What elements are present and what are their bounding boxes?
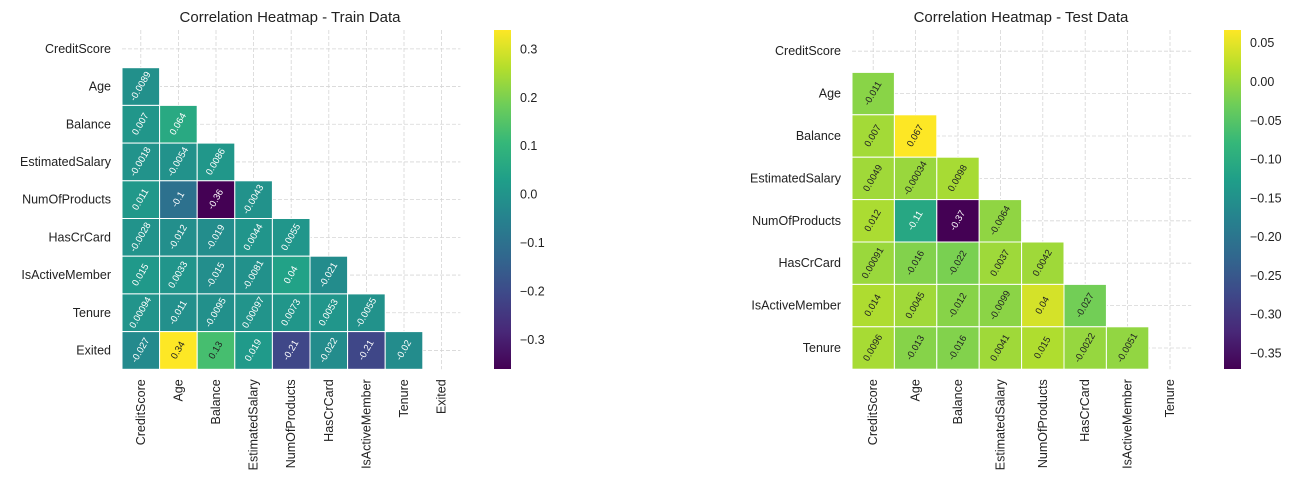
x-tick-label: Exited	[435, 379, 449, 414]
heatmap-cell	[936, 199, 980, 243]
y-tick-label: HasCrCard	[48, 230, 111, 244]
x-tick-label: Balance	[951, 379, 965, 424]
heatmap-cell	[851, 326, 895, 370]
y-tick-label: Balance	[66, 117, 111, 131]
heatmap-cell	[1021, 241, 1065, 285]
colorbar-tick-label: −0.25	[1250, 269, 1282, 283]
colorbar-tick-label: −0.15	[1250, 191, 1282, 205]
x-tick-label: HasCrCard	[322, 379, 336, 442]
heatmap-cell	[159, 104, 198, 144]
y-tick-label: Age	[89, 80, 111, 94]
heatmap-cell	[978, 199, 1023, 243]
y-tick-label: CreditScore	[45, 42, 111, 56]
x-tick-label: Tenure	[1163, 379, 1177, 417]
colorbar-tick-label: −0.1	[520, 236, 545, 250]
colorbar-tick-label: 0.05	[1250, 36, 1274, 50]
colorbar-tick-label: −0.2	[520, 285, 545, 299]
y-tick-label: NumOfProducts	[752, 214, 841, 228]
heatmap-cell	[893, 156, 938, 201]
y-tick-label: EstimatedSalary	[20, 155, 112, 169]
x-tick-label: CreditScore	[134, 379, 148, 445]
heatmap-cell	[271, 293, 311, 333]
heatmap-cell	[1021, 326, 1065, 370]
x-tick-label: Balance	[209, 379, 223, 424]
y-tick-label: EstimatedSalary	[750, 171, 842, 185]
heatmap-cell	[893, 326, 938, 370]
heatmap-cell	[121, 180, 161, 220]
colorbar-tick-label: 0.00	[1250, 75, 1274, 89]
heatmap-cell	[271, 218, 311, 257]
y-tick-label: Tenure	[73, 306, 111, 320]
x-tick-label: EstimatedSalary	[993, 378, 1007, 470]
heatmap-cell	[851, 71, 895, 116]
x-tick-label: Age	[909, 379, 923, 401]
heatmap-cell	[347, 293, 386, 333]
colorbar-tick-label: −0.35	[1250, 346, 1282, 360]
heatmap-cell	[851, 283, 895, 328]
colorbar-tick-label: 0.0	[520, 188, 537, 202]
heatmap-panel-test: Correlation Heatmap - Test Data-0.0110.0…	[750, 9, 1282, 470]
heatmap-panel-train: Correlation Heatmap - Train Data-0.00890…	[20, 9, 545, 470]
heatmap-cell	[234, 331, 273, 370]
colorbar-tick-label: 0.3	[520, 42, 537, 56]
x-tick-label: CreditScore	[866, 379, 880, 445]
heatmap-cell	[851, 241, 895, 285]
heatmap-cell	[384, 331, 424, 370]
x-tick-label: NumOfProducts	[284, 379, 298, 468]
heatmap-cell	[309, 255, 349, 295]
colorbar-tick-label: 0.1	[520, 139, 537, 153]
y-tick-label: IsActiveMember	[21, 268, 111, 282]
y-tick-label: Balance	[796, 129, 841, 143]
heatmap-cell	[196, 331, 236, 370]
colorbar: −0.35 −0.30 −0.25 −0.20 −0.15 −0.10 −0.05 0.00 0…	[1224, 30, 1282, 369]
heatmap-cell	[1063, 326, 1107, 370]
heatmap-cell	[121, 67, 161, 106]
y-tick-label: CreditScore	[775, 44, 841, 58]
heatmap-cell	[851, 199, 895, 243]
x-tick-label: NumOfProducts	[1036, 379, 1050, 468]
x-tick-label: IsActiveMember	[1121, 379, 1135, 469]
chart-title: Correlation Heatmap - Test Data	[914, 9, 1129, 26]
chart-title: Correlation Heatmap - Train Data	[180, 9, 402, 26]
heatmap-cell	[936, 283, 980, 328]
x-tick-label: Age	[171, 379, 185, 401]
heatmap-cell	[196, 180, 236, 220]
heatmap-cell	[1105, 326, 1150, 370]
x-tick-label: IsActiveMember	[359, 379, 373, 469]
heatmap-cell	[851, 156, 895, 201]
y-tick-label: HasCrCard	[778, 256, 841, 270]
heatmap-cell	[121, 255, 161, 295]
colorbar-tick-label: −0.3	[520, 333, 545, 347]
heatmap-cell	[196, 255, 236, 295]
x-tick-label: EstimatedSalary	[247, 379, 261, 471]
heatmap-cell	[234, 180, 273, 220]
x-tick-label: Tenure	[397, 379, 411, 417]
x-tick-label: HasCrCard	[1078, 379, 1092, 442]
colorbar: −0.3 −0.2 −0.1 0.0 0.1 0.2 0.3	[494, 30, 545, 369]
heatmap-cell	[121, 331, 161, 370]
colorbar-tick-label: −0.10	[1250, 153, 1282, 167]
heatmap-cell	[1021, 283, 1065, 328]
heatmap-cell	[271, 331, 311, 370]
heatmap-cell	[978, 241, 1023, 285]
y-tick-label: NumOfProducts	[22, 193, 111, 207]
heatmap-cell	[936, 326, 980, 370]
colorbar-gradient	[494, 30, 511, 369]
y-tick-label: Exited	[76, 343, 111, 357]
colorbar-tick-label: −0.30	[1250, 308, 1282, 322]
y-tick-label: Age	[819, 87, 841, 101]
heatmap-cell	[893, 199, 938, 243]
heatmap-cell	[893, 241, 938, 285]
y-tick-label: IsActiveMember	[751, 299, 841, 313]
colorbar-gradient	[1224, 30, 1241, 369]
heatmap-cell	[1063, 283, 1107, 328]
heatmap-cell	[978, 283, 1023, 328]
y-tick-label: Tenure	[803, 341, 841, 355]
colorbar-tick-label: −0.20	[1250, 230, 1282, 244]
heatmap-cell	[159, 142, 198, 182]
heatmap-cell	[159, 255, 198, 295]
colorbar-tick-label: 0.2	[520, 91, 537, 105]
colorbar-tick-label: −0.05	[1250, 114, 1282, 128]
